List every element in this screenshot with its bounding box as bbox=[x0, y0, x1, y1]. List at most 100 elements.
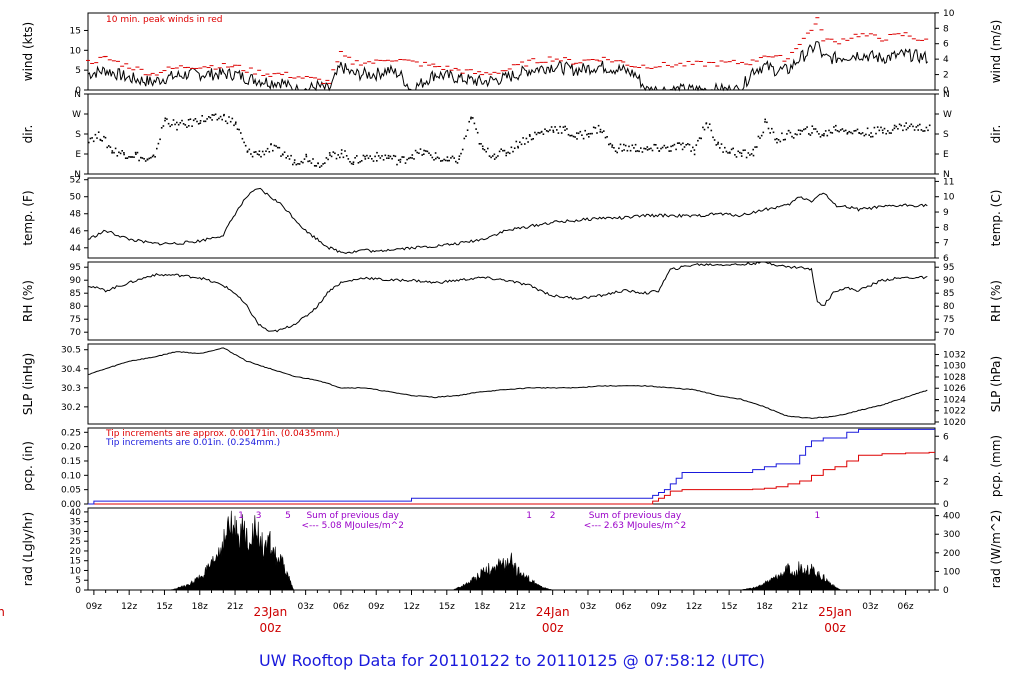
dir-point bbox=[429, 154, 432, 156]
dir-point bbox=[629, 149, 632, 152]
ytick-label-right: 75 bbox=[943, 315, 954, 325]
dir-point bbox=[808, 133, 810, 135]
dir-point bbox=[599, 128, 602, 131]
dir-point bbox=[672, 144, 674, 147]
dir-point bbox=[176, 128, 178, 131]
dir-point bbox=[609, 142, 612, 145]
ytick-label-left: S bbox=[75, 130, 81, 140]
dir-point bbox=[500, 148, 502, 150]
dir-point bbox=[319, 166, 321, 168]
dir-point bbox=[196, 120, 198, 123]
panel-frame bbox=[87, 177, 936, 259]
dir-point bbox=[507, 151, 509, 154]
ytick-label-left: 75 bbox=[70, 315, 81, 325]
dir-point bbox=[577, 132, 580, 135]
dir-point bbox=[303, 158, 306, 160]
dir-point bbox=[113, 151, 115, 154]
dir-point bbox=[320, 165, 323, 167]
date-label-hour: 00z bbox=[542, 621, 564, 635]
ytick-label-left: 0.05 bbox=[61, 486, 81, 496]
rad-annotation: 3 bbox=[256, 511, 262, 521]
ytick-label-right: 1020 bbox=[943, 418, 966, 428]
xtick-label: 18z bbox=[474, 602, 490, 612]
dir-point bbox=[739, 151, 741, 154]
dir-point bbox=[243, 141, 245, 144]
ylabel-left: temp. (F) bbox=[21, 190, 35, 245]
dir-point bbox=[340, 152, 343, 155]
dir-point bbox=[128, 156, 130, 158]
dir-point bbox=[233, 124, 235, 127]
dir-point bbox=[668, 150, 670, 152]
dir-point bbox=[522, 137, 524, 139]
ylabel-right: temp. (C) bbox=[989, 190, 1003, 247]
dir-point bbox=[611, 146, 613, 148]
dir-point bbox=[219, 115, 222, 118]
dir-point bbox=[275, 145, 277, 147]
pcp-legend-blue: Tip increments are 0.01in. (0.254mm.) bbox=[105, 438, 280, 448]
xtick-label: 12z bbox=[121, 602, 137, 612]
ytick-label-left: 70 bbox=[70, 328, 82, 338]
dir-point bbox=[265, 150, 267, 152]
ytick-label-right: 4 bbox=[943, 55, 949, 65]
dir-point bbox=[238, 128, 240, 131]
ytick-label-left: 0.00 bbox=[61, 500, 81, 510]
dir-point bbox=[224, 120, 227, 122]
dir-point bbox=[138, 159, 140, 162]
dir-point bbox=[396, 163, 398, 166]
dir-point bbox=[650, 147, 652, 150]
dir-point bbox=[747, 152, 750, 154]
dir-point bbox=[823, 134, 825, 137]
dir-point bbox=[803, 128, 805, 131]
dir-point bbox=[258, 154, 260, 156]
dir-point bbox=[360, 160, 363, 162]
dir-point bbox=[853, 130, 855, 132]
time-axis: 09z 12z 15z 18z 21z 03z 06z 09z 12z 15z 18z 21z 03z 0… bbox=[0, 590, 930, 635]
dir-point bbox=[626, 149, 629, 152]
dir-point bbox=[811, 132, 813, 134]
dir-point bbox=[855, 129, 857, 132]
series-pcp-blue bbox=[88, 428, 935, 505]
dir-point bbox=[923, 130, 926, 132]
ytick-label-left: 30.3 bbox=[61, 384, 81, 394]
dir-point bbox=[596, 132, 598, 134]
dir-point bbox=[623, 143, 625, 146]
rad-annotation: Sum of previous day bbox=[306, 511, 399, 521]
dir-point bbox=[767, 127, 770, 130]
dir-point bbox=[829, 131, 832, 134]
dir-point bbox=[101, 140, 103, 142]
dir-point bbox=[450, 157, 452, 159]
dir-point bbox=[134, 151, 137, 154]
dir-point bbox=[480, 143, 482, 145]
dir-point bbox=[201, 115, 203, 117]
ytick-label-left: 95 bbox=[70, 263, 81, 273]
dir-point bbox=[300, 160, 303, 163]
dir-point bbox=[646, 149, 649, 151]
date-label-day: 22Jan bbox=[0, 605, 5, 619]
dir-point bbox=[680, 143, 682, 146]
dir-point bbox=[508, 152, 511, 155]
dir-point bbox=[438, 157, 440, 160]
dir-point bbox=[631, 144, 634, 147]
dir-point bbox=[261, 150, 264, 153]
dir-point bbox=[905, 122, 907, 124]
dir-point bbox=[619, 143, 622, 146]
dir-point bbox=[819, 136, 822, 138]
dir-point bbox=[290, 154, 292, 157]
series-SLP bbox=[87, 347, 928, 419]
dir-point bbox=[873, 126, 876, 129]
dir-point bbox=[322, 163, 324, 165]
dir-point bbox=[917, 129, 919, 131]
dir-point bbox=[656, 147, 659, 149]
dir-point bbox=[372, 160, 375, 162]
dir-point bbox=[838, 130, 840, 133]
dir-point bbox=[376, 151, 378, 154]
dir-point bbox=[922, 130, 924, 132]
dir-point bbox=[116, 155, 119, 157]
dir-point bbox=[109, 146, 112, 148]
dir-point bbox=[592, 126, 595, 129]
dir-point bbox=[470, 117, 472, 120]
dir-point bbox=[176, 121, 178, 124]
dir-point bbox=[473, 122, 476, 125]
dir-point bbox=[476, 131, 479, 134]
ytick-label-left: 52 bbox=[70, 176, 81, 186]
